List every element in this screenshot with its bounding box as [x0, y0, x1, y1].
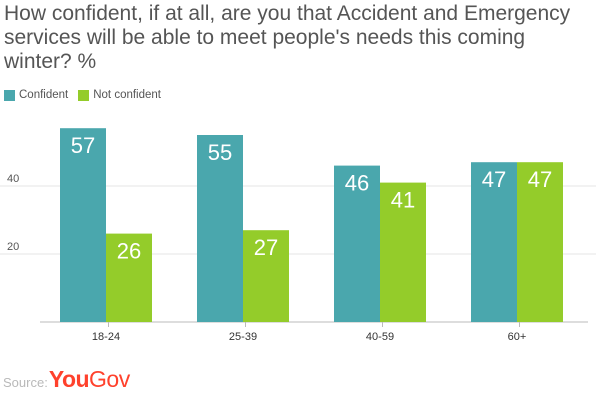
data-label: 46 [345, 171, 369, 196]
bar-confident [471, 162, 517, 322]
bar-not-confident [243, 230, 289, 322]
data-label: 47 [528, 167, 552, 192]
data-label: 41 [391, 188, 415, 213]
legend-item-not-confident: Not confident [78, 89, 161, 101]
x-tick-label: 25-39 [229, 331, 257, 343]
bar-not-confident [106, 233, 152, 322]
source-label: Source: [3, 375, 48, 390]
legend-label-not-confident: Not confident [93, 89, 161, 101]
yougov-logo: YouGov [48, 366, 130, 392]
data-label: 26 [117, 239, 141, 264]
source-credit: Source: YouGov [3, 366, 130, 392]
bar-not-confident [517, 162, 563, 322]
x-tick-label: 60+ [508, 331, 527, 343]
bar-confident [197, 135, 243, 322]
legend-label-confident: Confident [19, 89, 69, 101]
legend-swatch-not-confident [78, 89, 90, 101]
data-label: 55 [208, 140, 232, 165]
legend: Confident Not confident [4, 88, 161, 102]
data-label: 47 [482, 167, 506, 192]
data-label: 27 [254, 235, 278, 260]
data-label: 57 [71, 133, 95, 158]
chart-title: How confident, if at all, are you that A… [4, 2, 571, 73]
y-tick-label: 40 [7, 173, 19, 185]
legend-swatch-confident [4, 89, 15, 101]
x-tick-label: 40-59 [366, 331, 394, 343]
bar-not-confident [380, 182, 426, 322]
bar-confident [334, 165, 380, 322]
legend-item-confident: Confident [4, 89, 68, 101]
x-tick-label: 18-24 [92, 331, 120, 343]
y-tick-label: 20 [7, 241, 19, 253]
bar-confident [60, 128, 106, 322]
